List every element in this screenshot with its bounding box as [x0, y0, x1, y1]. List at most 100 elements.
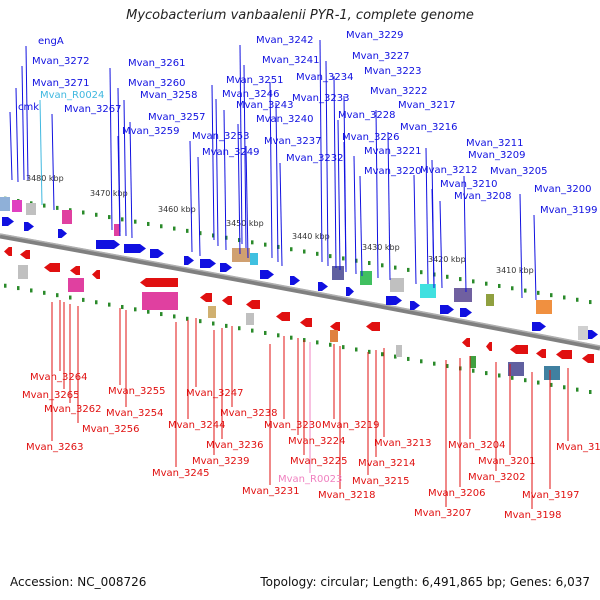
lower-tick-dot	[212, 321, 215, 326]
plus-strand-gene	[124, 244, 146, 253]
gene-label-mvan-3243[interactable]: Mvan_3243	[236, 100, 293, 111]
gene-label-mvan-3210[interactable]: Mvan_3210	[440, 179, 497, 190]
gene-label-mvan-3225[interactable]: Mvan_3225	[290, 456, 347, 467]
leader-cmk	[9, 111, 13, 181]
gene-label-mvan-3231[interactable]: Mvan_3231	[242, 486, 299, 497]
gene-label-mvan-3242[interactable]: Mvan_3242	[256, 35, 313, 46]
gene-label-mvan-3208[interactable]: Mvan_3208	[454, 191, 511, 202]
gene-label-mvan-3271[interactable]: Mvan_3271	[32, 78, 89, 89]
upper-tick-dot	[394, 265, 397, 270]
gene-label-mvan-3201[interactable]: Mvan_3201	[478, 456, 535, 467]
gene-label-mvan-3197[interactable]: Mvan_3197	[522, 490, 579, 501]
gene-label-mvan-3228[interactable]: Mvan_3228	[338, 110, 395, 121]
gene-label-mvan-3220[interactable]: Mvan_3220	[364, 166, 421, 177]
gene-label-mvan-3200[interactable]: Mvan_3200	[534, 184, 591, 195]
minus-strand-gene	[92, 270, 100, 279]
gene-label-mvan-3233[interactable]: Mvan_3233	[292, 93, 349, 104]
gene-label-mvan-3224[interactable]: Mvan_3224	[288, 436, 345, 447]
gene-label-mvan-3213[interactable]: Mvan_3213	[374, 438, 431, 449]
gene-label-mvan-3238[interactable]: Mvan_3238	[220, 408, 277, 419]
gene-label-mvan-3221[interactable]: Mvan_3221	[364, 146, 421, 157]
leader-mvan-3226	[343, 141, 347, 273]
gene-label-mvan-3214[interactable]: Mvan_3214	[358, 458, 415, 469]
plus-strand-gene	[260, 270, 274, 279]
gene-label-mvan-3216[interactable]: Mvan_3216	[400, 122, 457, 133]
gene-label-mvan-r0023[interactable]: Mvan_R0023	[278, 474, 342, 485]
gene-label-mvan-3204[interactable]: Mvan_3204	[448, 440, 505, 451]
leader-mvan-3259	[117, 135, 121, 237]
gene-label-mvan-3258[interactable]: Mvan_3258	[140, 90, 197, 101]
plus-strand-gene	[24, 222, 34, 231]
gene-label-mvan-3222[interactable]: Mvan_3222	[370, 86, 427, 97]
gene-label-mvan-3263[interactable]: Mvan_3263	[26, 442, 83, 453]
gene-label-mvan-3256[interactable]: Mvan_3256	[82, 424, 139, 435]
gene-label-mvan-3205[interactable]: Mvan_3205	[490, 166, 547, 177]
gene-label-mvan-3257[interactable]: Mvan_3257	[148, 112, 205, 123]
gene-label-mvan-3196[interactable]: Mvan_3196	[556, 442, 600, 453]
leader-mvan-3229	[319, 39, 323, 263]
gene-label-mvan-3237[interactable]: Mvan_3237	[264, 136, 321, 147]
upper-tick-dot	[186, 228, 189, 233]
gene-label-mvan-3232[interactable]: Mvan_3232	[286, 153, 343, 164]
gene-label-mvan-3249[interactable]: Mvan_3249	[202, 147, 259, 158]
upper-tick-dot	[134, 219, 137, 224]
gene-label-mvan-3226[interactable]: Mvan_3226	[342, 132, 399, 143]
minus-strand-gene	[276, 312, 290, 321]
gene-label-mvan-3212[interactable]: Mvan_3212	[420, 165, 477, 176]
scale-label-3410-kbp: 3410 kbp	[496, 266, 534, 275]
gene-label-cmk[interactable]: cmk	[18, 102, 39, 113]
gene-label-mvan-3199[interactable]: Mvan_3199	[540, 205, 597, 216]
gene-label-mvan-3272[interactable]: Mvan_3272	[32, 56, 89, 67]
gene-label-mvan-r0024[interactable]: Mvan_R0024	[40, 90, 104, 101]
lower-tick-dot	[173, 314, 176, 319]
gene-label-mvan-3219[interactable]: Mvan_3219	[322, 420, 379, 431]
gene-label-mvan-3227[interactable]: Mvan_3227	[352, 51, 409, 62]
gene-label-mvan-3229[interactable]: Mvan_3229	[346, 30, 403, 41]
leader-mvan-3212	[413, 174, 417, 285]
upper-tick-dot	[446, 274, 449, 279]
gene-label-mvan-3239[interactable]: Mvan_3239	[192, 456, 249, 467]
gene-label-mvan-3215[interactable]: Mvan_3215	[352, 476, 409, 487]
gene-label-mvan-3246[interactable]: Mvan_3246	[222, 89, 279, 100]
leader-mvan-3240	[237, 123, 241, 255]
gene-label-mvan-3240[interactable]: Mvan_3240	[256, 114, 313, 125]
gene-label-mvan-3253[interactable]: Mvan_3253	[192, 131, 249, 142]
gene-label-mvan-3230[interactable]: Mvan_3230	[264, 420, 321, 431]
gene-label-mvan-3264[interactable]: Mvan_3264	[30, 372, 87, 383]
minus-strand-gene	[300, 318, 312, 327]
gene-label-mvan-3234[interactable]: Mvan_3234	[296, 72, 353, 83]
gene-label-mvan-3267[interactable]: Mvan_3267	[64, 104, 121, 115]
gene-label-mvan-3223[interactable]: Mvan_3223	[364, 66, 421, 77]
gene-label-mvan-3241[interactable]: Mvan_3241	[262, 55, 319, 66]
gene-label-mvan-3261[interactable]: Mvan_3261	[128, 58, 185, 69]
gene-label-mvan-3211[interactable]: Mvan_3211	[466, 138, 523, 149]
gene-label-enga[interactable]: engA	[38, 36, 64, 47]
gene-label-mvan-3236[interactable]: Mvan_3236	[206, 440, 263, 451]
gene-label-mvan-3262[interactable]: Mvan_3262	[44, 404, 101, 415]
upper-tick-dot	[82, 210, 85, 215]
lower-tick-dot	[43, 290, 46, 295]
gene-label-mvan-3209[interactable]: Mvan_3209	[468, 150, 525, 161]
gene-label-mvan-3198[interactable]: Mvan_3198	[504, 510, 561, 521]
upper-tick-dot	[576, 297, 579, 302]
gene-label-mvan-3218[interactable]: Mvan_3218	[318, 490, 375, 501]
feature-box	[454, 288, 472, 302]
upper-tick-dot	[121, 217, 124, 222]
gene-label-mvan-3251[interactable]: Mvan_3251	[226, 75, 283, 86]
gene-label-mvan-3217[interactable]: Mvan_3217	[398, 100, 455, 111]
gene-label-mvan-3254[interactable]: Mvan_3254	[106, 408, 163, 419]
feature-box	[486, 294, 494, 306]
gene-label-mvan-3260[interactable]: Mvan_3260	[128, 78, 185, 89]
upper-tick-dot	[290, 247, 293, 252]
feature-box	[578, 326, 588, 340]
gene-label-mvan-3255[interactable]: Mvan_3255	[108, 386, 165, 397]
gene-label-mvan-3244[interactable]: Mvan_3244	[168, 420, 225, 431]
gene-label-mvan-3245[interactable]: Mvan_3245	[152, 468, 209, 479]
gene-label-mvan-3265[interactable]: Mvan_3265	[22, 390, 79, 401]
gene-label-mvan-3202[interactable]: Mvan_3202	[468, 472, 525, 483]
gene-label-mvan-3206[interactable]: Mvan_3206	[428, 488, 485, 499]
gene-label-mvan-3207[interactable]: Mvan_3207	[414, 508, 471, 519]
gene-label-mvan-3259[interactable]: Mvan_3259	[122, 126, 179, 137]
gene-label-mvan-3247[interactable]: Mvan_3247	[186, 388, 243, 399]
